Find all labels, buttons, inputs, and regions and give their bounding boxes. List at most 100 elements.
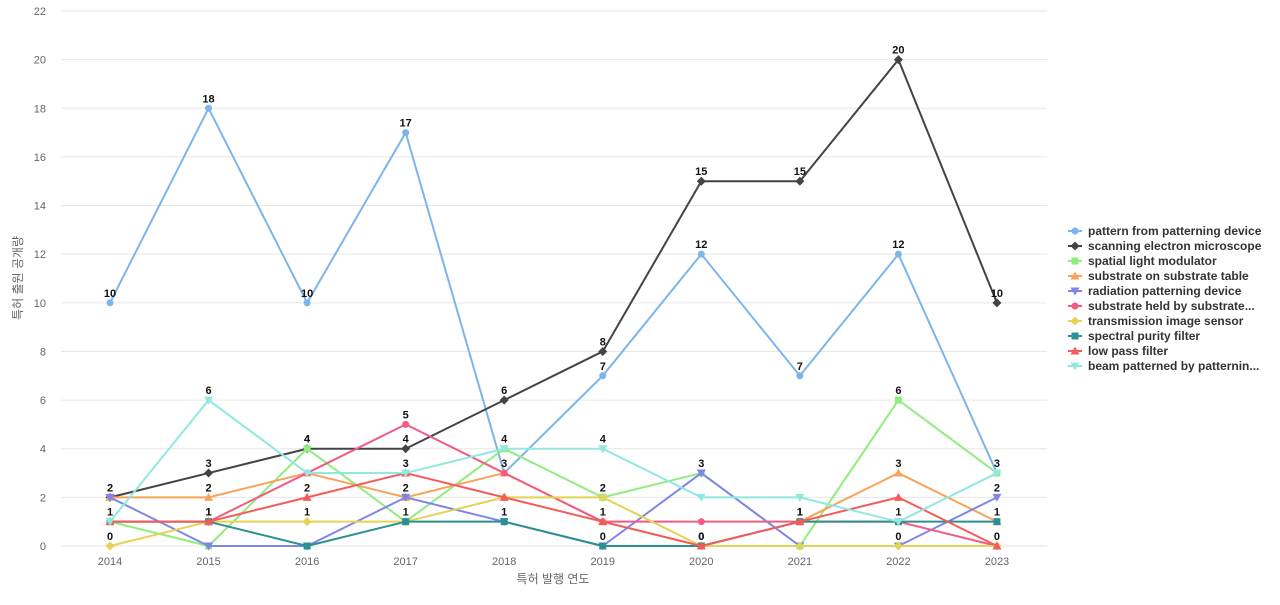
data-label: 8 (600, 336, 606, 348)
x-tick-label: 2018 (492, 556, 516, 568)
legend-label: beam patterned by patternin... (1088, 359, 1259, 373)
data-label: 0 (698, 531, 704, 543)
data-point-marker (499, 492, 509, 501)
legend-label: substrate held by substrate... (1088, 299, 1255, 313)
legend-marker (1070, 287, 1080, 296)
data-point-marker (696, 176, 706, 186)
y-tick-label: 6 (40, 395, 46, 407)
legend-item[interactable]: transmission image sensor (1068, 314, 1244, 328)
data-label: 3 (403, 458, 409, 470)
legend-item[interactable]: scanning electron microscope (1068, 239, 1262, 253)
data-point-marker (598, 445, 608, 454)
legend-marker (1071, 302, 1079, 310)
data-point-marker (204, 468, 214, 478)
y-tick-label: 12 (34, 249, 46, 261)
data-label: 1 (304, 507, 310, 519)
data-point-marker (204, 517, 214, 526)
series-8 (105, 468, 1002, 550)
legend-label: spatial light modulator (1088, 254, 1217, 268)
legend-item[interactable]: substrate on substrate table (1068, 269, 1249, 283)
legend-item[interactable]: pattern from patterning device (1068, 224, 1262, 238)
x-tick-label: 2021 (788, 556, 812, 568)
legend-marker (1070, 346, 1080, 355)
data-label: 3 (895, 458, 901, 470)
data-point-marker (696, 469, 706, 478)
data-point-marker (401, 493, 411, 502)
data-point-marker (993, 518, 1001, 526)
data-point-marker (893, 492, 903, 501)
data-label: 2 (304, 482, 310, 494)
data-label: 0 (895, 531, 901, 543)
data-point-marker (500, 518, 508, 526)
data-point-marker (598, 346, 608, 356)
legend-label: substrate on substrate table (1088, 269, 1249, 283)
data-point-marker (303, 542, 311, 550)
data-point-marker (696, 493, 706, 502)
data-label: 17 (400, 118, 412, 130)
x-axis-title: 특허 발행 연도 (517, 571, 590, 586)
legend-item[interactable]: beam patterned by patternin... (1068, 359, 1259, 373)
data-label: 1 (403, 507, 409, 519)
data-point-marker (992, 469, 1002, 478)
data-point-marker (402, 129, 410, 137)
data-label: 18 (202, 93, 214, 105)
data-label: 1 (600, 507, 606, 519)
y-tick-label: 10 (34, 298, 46, 310)
x-tick-label: 2023 (985, 556, 1009, 568)
data-point-marker (204, 492, 214, 501)
data-label: 7 (797, 361, 803, 373)
data-label: 3 (994, 458, 1000, 470)
data-point-marker (795, 541, 805, 551)
data-label: 4 (501, 434, 508, 446)
legend-marker (1070, 316, 1080, 326)
data-label: 2 (205, 482, 211, 494)
data-label: 6 (205, 385, 211, 397)
legend-item[interactable]: low pass filter (1068, 344, 1168, 358)
series-line (109, 58, 998, 499)
series-2 (106, 396, 1001, 550)
legend-item[interactable]: spatial light modulator (1068, 254, 1217, 268)
data-label: 0 (994, 531, 1000, 543)
data-point-marker (106, 299, 114, 307)
y-axis-title: 특허 출원 공개량 (11, 236, 25, 320)
series-lines (105, 55, 1002, 551)
legend-item[interactable]: radiation patterning device (1068, 284, 1242, 298)
data-point-marker (796, 372, 804, 380)
data-label: 0 (698, 531, 704, 543)
data-point-marker (795, 517, 805, 526)
data-label: 4 (304, 434, 311, 446)
data-point-marker (599, 542, 607, 550)
data-point-marker (893, 55, 903, 65)
legend-label: scanning electron microscope (1088, 239, 1262, 253)
data-label: 1 (107, 507, 113, 519)
series-7 (106, 518, 1001, 550)
legend-label: pattern from patterning device (1088, 224, 1262, 238)
data-point-marker (894, 396, 902, 404)
data-label: 1 (994, 507, 1000, 519)
data-point-marker (105, 493, 115, 502)
series-1 (105, 55, 1002, 502)
series-9 (105, 396, 1002, 527)
data-point-marker (992, 541, 1002, 550)
data-label: 0 (107, 531, 113, 543)
data-label: 2 (107, 482, 113, 494)
x-tick-label: 2015 (196, 556, 220, 568)
legend-marker (1070, 271, 1080, 280)
legend-item[interactable]: substrate held by substrate... (1068, 299, 1255, 313)
series-0 (106, 104, 1001, 477)
data-point-marker (893, 468, 903, 477)
series-line (110, 423, 998, 547)
series-line (109, 107, 998, 475)
legend-label: low pass filter (1088, 344, 1168, 358)
legend-item[interactable]: spectral purity filter (1068, 329, 1200, 343)
data-point-marker (894, 250, 902, 258)
x-tick-label: 2016 (295, 556, 319, 568)
data-label: 15 (695, 166, 707, 178)
legend-marker (1071, 257, 1079, 265)
data-point-marker (893, 518, 903, 527)
data-point-marker (500, 469, 508, 477)
